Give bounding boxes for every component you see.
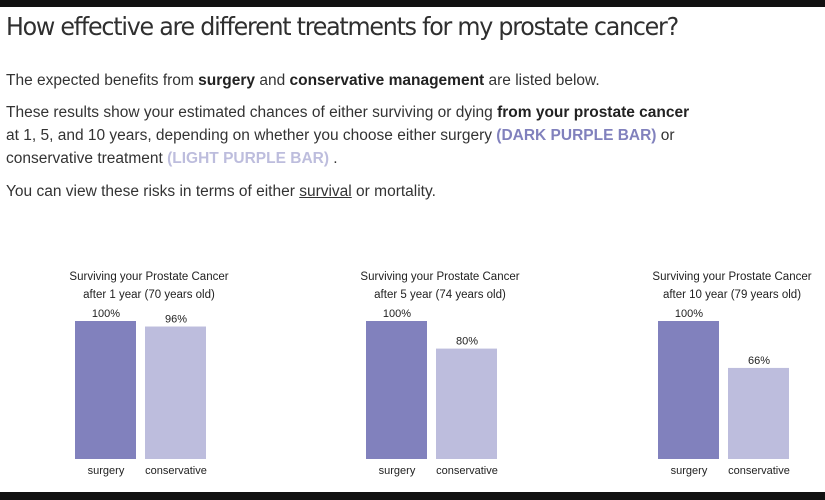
chart-title-line2: after 1 year (70 years old)	[83, 289, 215, 301]
explanation-part4: .	[329, 150, 338, 167]
chart-title-line1: Surviving your Prostate Cancer	[360, 271, 520, 283]
explanation-part3: or conservative treatment	[6, 127, 675, 167]
category-label-surgery: surgery	[671, 465, 708, 477]
explanation-text: These results show your estimated chance…	[6, 101, 706, 170]
page-title: How effective are different treatments f…	[6, 12, 679, 41]
intro-conservative: conservative management	[289, 72, 485, 89]
bar-conservative	[728, 367, 789, 459]
view-toggle-text: You can view these risks in terms of eit…	[6, 180, 706, 203]
chart-1-year: Surviving your Prostate Cancer after 1 ye…	[49, 268, 249, 480]
data-label-conservative: 66%	[748, 355, 770, 367]
bar-chart-svg: 100% surgery 80% conservative	[366, 308, 498, 477]
bottom-frame-border	[0, 492, 825, 500]
data-label-conservative: 80%	[456, 336, 478, 348]
bar-surgery	[658, 321, 719, 459]
mortality-link[interactable]: mortality	[374, 183, 432, 200]
view-toggle-prefix: You can view these risks in terms of eit…	[6, 183, 300, 200]
chart-title-line1: Surviving your Prostate Cancer	[69, 271, 229, 283]
chart-title: Surviving your Prostate Cancer after 1 ye…	[49, 268, 249, 304]
intro-and: and	[255, 72, 290, 89]
intro-prefix: The expected benefits from	[6, 72, 199, 89]
category-label-conservative: conservative	[728, 465, 790, 477]
chart-title: Surviving your Prostate Cancer after 5 ye…	[340, 268, 540, 304]
chart-10-year: Surviving your Prostate Cancer after 10 y…	[632, 268, 825, 480]
data-label-surgery: 100%	[675, 308, 703, 320]
chart-title-line1: Surviving your Prostate Cancer	[652, 271, 812, 283]
bar-conservative	[145, 326, 206, 459]
explanation-part1: These results show your estimated chance…	[6, 104, 498, 121]
data-label-conservative: 96%	[165, 314, 187, 326]
data-label-surgery: 100%	[383, 308, 411, 320]
bar-conservative	[436, 348, 497, 459]
chart-5-year: Surviving your Prostate Cancer after 5 ye…	[340, 268, 540, 480]
bar-chart-svg: 100% surgery 66% conservative	[658, 308, 790, 477]
intro-surgery: surgery	[198, 72, 256, 89]
view-toggle-or: or	[351, 183, 375, 200]
data-label-surgery: 100%	[92, 308, 120, 320]
intro-text: The expected benefits from surgery and c…	[6, 69, 816, 92]
chart-title-line2: after 10 year (79 years old)	[662, 289, 802, 301]
category-label-conservative: conservative	[145, 465, 207, 477]
light-bar-label: (LIGHT PURPLE BAR)	[167, 150, 329, 167]
category-label-surgery: surgery	[379, 465, 416, 477]
bar-surgery	[366, 321, 427, 459]
explanation-part2: at 1, 5, and 10 years, depending on whet…	[6, 127, 497, 144]
intro-suffix: are listed below.	[484, 72, 600, 89]
bar-chart-svg: 100% surgery 96% conservative	[75, 308, 207, 477]
survival-link[interactable]: survival	[299, 183, 352, 200]
chart-title-line2: after 5 year (74 years old)	[374, 289, 506, 301]
explanation-bold: from your prostate cancer	[497, 104, 690, 121]
view-toggle-suffix: .	[431, 183, 436, 200]
category-label-conservative: conservative	[436, 465, 498, 477]
dark-bar-label: (DARK PURPLE BAR)	[496, 127, 657, 144]
chart-title: Surviving your Prostate Cancer after 10 y…	[632, 268, 825, 304]
category-label-surgery: surgery	[88, 465, 125, 477]
bar-surgery	[75, 321, 136, 459]
top-frame-border	[0, 0, 825, 7]
